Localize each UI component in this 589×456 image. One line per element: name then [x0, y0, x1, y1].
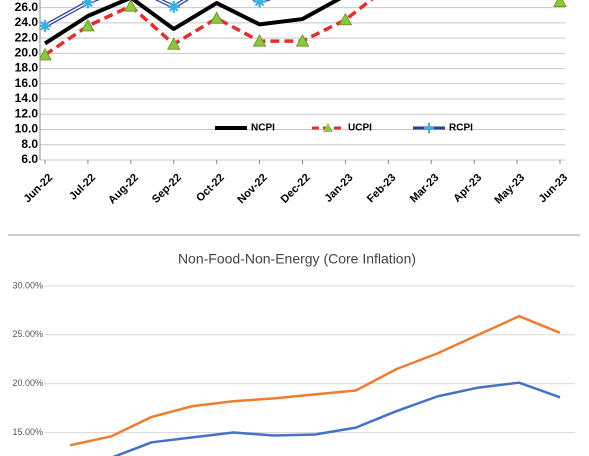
plot-area	[40, 0, 567, 61]
plot-area	[69, 314, 561, 456]
y-tick-label: 20.0	[15, 46, 39, 60]
marker	[123, 0, 138, 12]
chart-title: Non-Food-Non-Energy (Core Inflation)	[178, 251, 416, 267]
y-tick-label: 30.00%	[12, 280, 43, 290]
y-tick-label: 16.0	[15, 76, 39, 90]
series-line	[43, 0, 342, 46]
marker	[553, 0, 567, 8]
marker	[167, 0, 180, 13]
series-line	[69, 314, 561, 447]
marker	[81, 0, 94, 9]
y-tick-label: 25.00%	[12, 329, 43, 339]
y-tick-label: 24.0	[15, 15, 39, 29]
marker	[81, 18, 95, 32]
series-line	[112, 381, 561, 456]
legend-label: NCPI	[251, 123, 275, 134]
y-tick-label: 26.0	[15, 0, 39, 14]
marker	[40, 19, 51, 32]
marker	[252, 34, 267, 47]
y-tick-label: 20.00%	[12, 378, 43, 388]
marker	[209, 11, 224, 24]
marker	[253, 0, 266, 8]
y-tick-label: 15.00%	[12, 427, 43, 437]
legend-label: RCPI	[449, 123, 473, 134]
y-tick-label: 22.0	[15, 30, 39, 44]
y-tick-label: 10.0	[15, 122, 39, 136]
legend-label: UCPI	[348, 123, 372, 134]
legend-marker	[424, 123, 434, 133]
marker	[40, 47, 52, 61]
marker	[166, 37, 181, 50]
y-tick-label: 8.0	[21, 137, 38, 151]
marker	[295, 34, 310, 47]
marker	[338, 12, 353, 26]
legend-marker	[323, 123, 333, 132]
y-tick-label: 18.0	[15, 61, 39, 75]
y-tick-label: 12.0	[15, 106, 39, 120]
y-tick-label: 14.0	[15, 91, 39, 105]
y-tick-label: 6.0	[21, 152, 38, 166]
top-panel	[0, 0, 589, 232]
